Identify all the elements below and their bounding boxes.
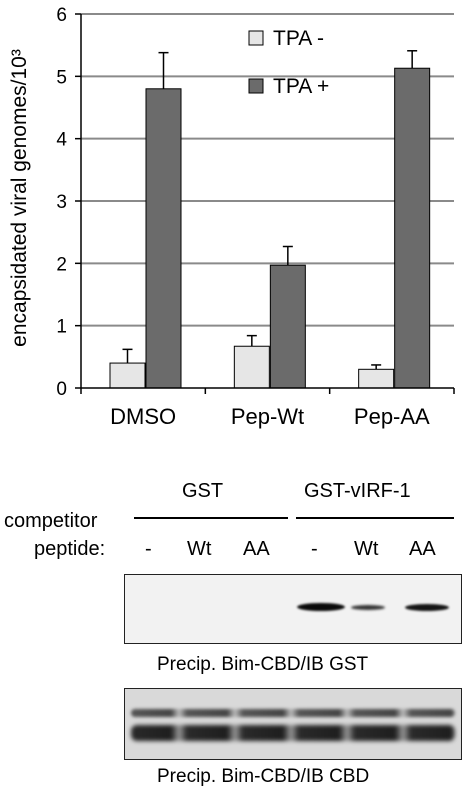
axes [75, 13, 455, 394]
y-tick-labels: 0 1 2 3 4 5 6 [56, 5, 67, 400]
legend: TPA - TPA + [248, 27, 329, 98]
panel2-caption: Precip. Bim-CBD/IB CBD [157, 766, 370, 787]
y-tick-label: 4 [56, 130, 67, 151]
legend-swatch [248, 30, 264, 46]
competitor-label: competitor [4, 510, 98, 532]
group-label-gst: GST [182, 480, 224, 502]
legend-label: TPA - [273, 27, 324, 50]
bar-chart: 0 1 2 3 4 5 6 DMSO Pep-Wt Pep-AA TPA - TPA + enca… [8, 5, 455, 429]
lane-label-4: - [311, 538, 318, 560]
peptide-label: peptide: [34, 538, 106, 560]
y-tick-label: 6 [56, 5, 67, 26]
group-label-gst-virf1: GST-vIRF-1 [304, 480, 411, 502]
blot-panel-cbd [124, 688, 462, 760]
panel1-caption: Precip. Bim-CBD/IB GST [157, 654, 369, 675]
blot-panel-gst [124, 574, 462, 644]
cbd-band-upper [131, 709, 455, 717]
blot-band-lane4 [297, 603, 345, 611]
y-axis-label: encapsidated viral genomes/10³ [8, 49, 31, 347]
y-tick-label: 0 [56, 379, 67, 400]
bars [109, 67, 431, 389]
bar-tpa-plus [145, 88, 182, 389]
lane-label-6: AA [409, 538, 436, 560]
y-tick-label: 3 [56, 192, 67, 213]
group-underline-gst-virf1 [296, 517, 454, 519]
x-category-labels: DMSO Pep-Wt Pep-AA [110, 404, 430, 429]
y-tick-label: 5 [56, 67, 67, 88]
blot-band-lane5 [351, 605, 385, 610]
y-tick-label: 1 [56, 317, 67, 338]
x-category-label: Pep-Wt [231, 404, 304, 429]
bar-tpa-minus [109, 362, 146, 389]
error-bars [122, 50, 418, 370]
grid-lines [81, 13, 454, 327]
lane-label-5: Wt [354, 538, 379, 560]
legend-label: TPA + [273, 75, 329, 98]
x-category-label: DMSO [110, 404, 176, 429]
lane-label-2: Wt [187, 538, 212, 560]
cbd-band-lower [131, 725, 455, 741]
lane-label-3: AA [243, 538, 270, 560]
y-tick-label: 2 [56, 254, 67, 275]
x-category-label: Pep-AA [354, 404, 430, 429]
group-underline-gst [134, 517, 288, 519]
bar-tpa-plus [394, 67, 431, 389]
lane-label-1: - [145, 538, 152, 560]
legend-swatch [248, 78, 264, 94]
bar-tpa-minus [233, 345, 270, 389]
bar-tpa-minus [358, 368, 395, 389]
bar-tpa-plus [269, 264, 306, 389]
blot-band-lane6 [405, 604, 449, 611]
